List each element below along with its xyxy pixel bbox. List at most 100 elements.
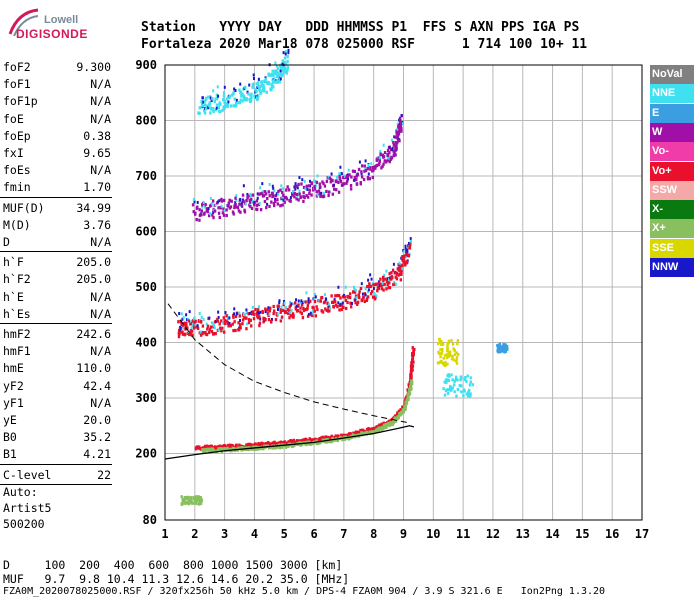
- echo-point: [247, 312, 250, 316]
- echo-point: [436, 342, 440, 346]
- x-tick-label: 11: [456, 527, 470, 541]
- echo-point: [443, 380, 446, 384]
- echo-point: [229, 443, 232, 447]
- echo-point: [314, 184, 317, 188]
- echo-point: [407, 384, 411, 388]
- echo-point: [247, 320, 251, 325]
- echo-point: [178, 332, 181, 336]
- echo-point: [277, 71, 280, 75]
- echo-point: [195, 218, 198, 222]
- echo-point: [392, 154, 396, 158]
- echo-point: [371, 165, 375, 169]
- echo-point: [503, 350, 506, 354]
- echo-point: [379, 424, 382, 429]
- echo-point: [338, 174, 341, 179]
- legend-item-e: E: [650, 103, 694, 123]
- echo-point: [272, 85, 275, 89]
- param-key: hmF2: [3, 327, 31, 341]
- echo-point: [281, 190, 284, 195]
- echo-point: [232, 212, 235, 216]
- echo-point: [198, 445, 201, 449]
- param-row-foep: foEp 0.38: [3, 129, 111, 146]
- echo-point: [268, 309, 271, 313]
- echo-point: [262, 447, 265, 451]
- echo-point: [227, 100, 230, 104]
- echo-point: [202, 318, 205, 322]
- echo-point: [218, 199, 221, 203]
- echo-point: [314, 314, 318, 318]
- echo-point: [383, 159, 386, 163]
- echo-point: [265, 205, 268, 210]
- echo-point: [294, 187, 297, 191]
- echo-point: [297, 303, 300, 307]
- echo-point: [346, 173, 349, 177]
- echo-point: [331, 436, 334, 441]
- echo-point: [266, 197, 269, 201]
- echo-point: [399, 118, 402, 123]
- echo-point: [266, 312, 270, 316]
- y-tick-label: 800: [135, 114, 157, 128]
- echo-point: [240, 202, 243, 207]
- echo-point: [198, 500, 202, 504]
- echo-point: [314, 179, 317, 183]
- param-value: N/A: [90, 235, 111, 249]
- echo-point: [250, 194, 253, 198]
- echo-point: [238, 323, 242, 327]
- echo-point: [284, 306, 287, 310]
- echo-point: [289, 311, 292, 315]
- echo-point: [237, 321, 240, 325]
- echo-point: [400, 270, 403, 275]
- echo-point: [271, 81, 274, 85]
- echo-point: [467, 390, 470, 394]
- echo-point: [221, 211, 225, 215]
- echo-point: [366, 295, 370, 299]
- echo-point: [410, 371, 413, 375]
- echo-point: [402, 408, 405, 412]
- echo-point: [263, 199, 267, 204]
- echo-point: [207, 207, 210, 211]
- echo-point: [396, 136, 399, 141]
- echo-point: [392, 149, 395, 153]
- echo-point: [330, 294, 333, 298]
- echo-point: [303, 437, 306, 442]
- echo-point: [412, 351, 415, 356]
- echo-point: [232, 328, 235, 333]
- echo-point: [211, 97, 214, 101]
- echo-point: [267, 306, 270, 310]
- echo-point: [354, 301, 357, 305]
- param-value: 9.300: [76, 60, 111, 74]
- echo-point: [281, 308, 285, 313]
- echo-point: [259, 186, 262, 190]
- echo-point: [327, 190, 331, 194]
- echo-point: [341, 435, 344, 439]
- echo-point: [197, 495, 200, 499]
- echo-point: [217, 94, 220, 98]
- echo-point: [447, 339, 451, 343]
- echo-point: [206, 444, 209, 448]
- param-row-b0: B0 35.2: [3, 430, 111, 447]
- echo-point: [452, 347, 455, 351]
- echo-point: [381, 281, 384, 285]
- echo-point: [182, 316, 185, 320]
- echo-point: [331, 300, 335, 304]
- echo-point: [369, 273, 372, 277]
- echo-point: [233, 97, 236, 101]
- echo-point: [378, 281, 381, 285]
- echo-point: [325, 308, 328, 312]
- echo-point: [209, 325, 213, 329]
- echo-point: [264, 444, 267, 448]
- x-tick-label: 5: [281, 527, 288, 541]
- echo-point: [206, 95, 209, 99]
- echo-point: [211, 213, 214, 217]
- echo-point: [213, 446, 216, 450]
- echo-point: [238, 311, 241, 315]
- param-value: N/A: [90, 289, 111, 304]
- echo-point: [440, 351, 443, 355]
- echo-point: [264, 76, 267, 80]
- echo-point: [447, 355, 450, 359]
- echo-point: [347, 177, 350, 181]
- echo-point: [446, 344, 449, 348]
- echo-point: [212, 109, 215, 114]
- echo-point: [295, 184, 298, 188]
- echo-point: [282, 198, 285, 202]
